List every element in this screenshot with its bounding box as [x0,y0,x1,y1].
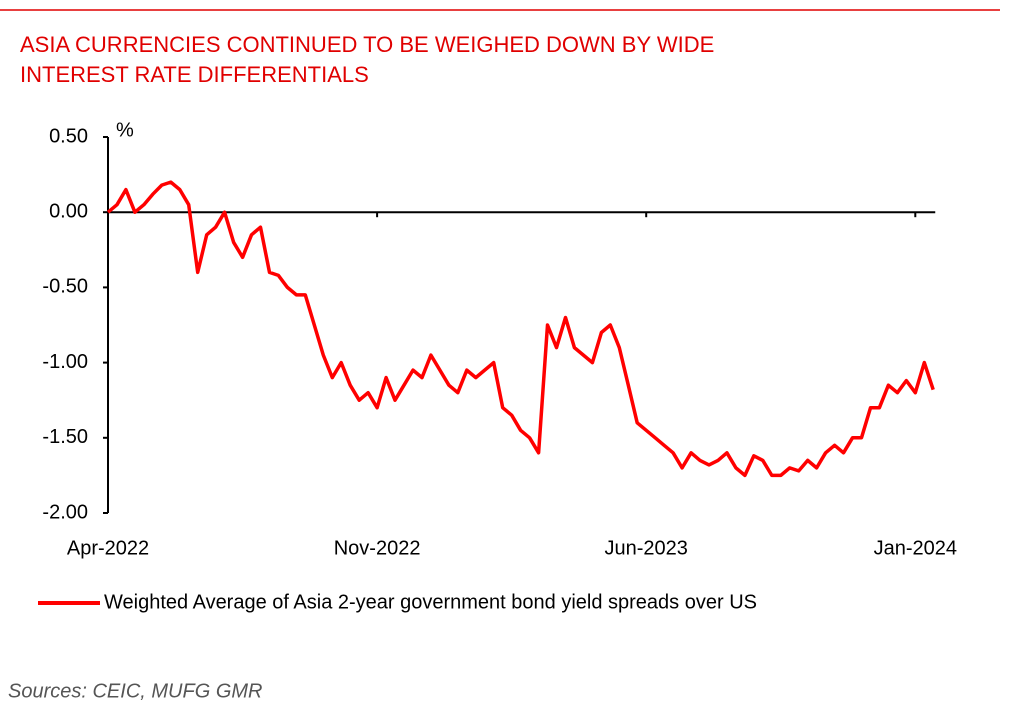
y-tick-label: -1.00 [42,351,88,373]
x-tick-label: Apr-2022 [67,537,149,559]
chart-title: INTEREST RATE DIFFERENTIALS [20,62,369,87]
x-tick-label: Jan-2024 [874,537,957,559]
line-series [106,180,935,478]
y-tick-label: -2.00 [42,501,88,523]
x-tick-label: Jun-2023 [604,537,687,559]
chart-title: ASIA CURRENCIES CONTINUED TO BE WEIGHED … [20,32,714,57]
y-unit: % [116,119,134,141]
y-tick-label: -0.50 [42,276,88,298]
source: Sources: CEIC, MUFG GMR [8,680,262,702]
y-tick-label: -1.50 [42,426,88,448]
y-tick-label: 0.00 [49,200,88,222]
legend-label: Weighted Average of Asia 2-year governme… [104,591,757,613]
x-tick-label: Nov-2022 [334,537,421,559]
y-tick-label: 0.50 [49,125,88,147]
